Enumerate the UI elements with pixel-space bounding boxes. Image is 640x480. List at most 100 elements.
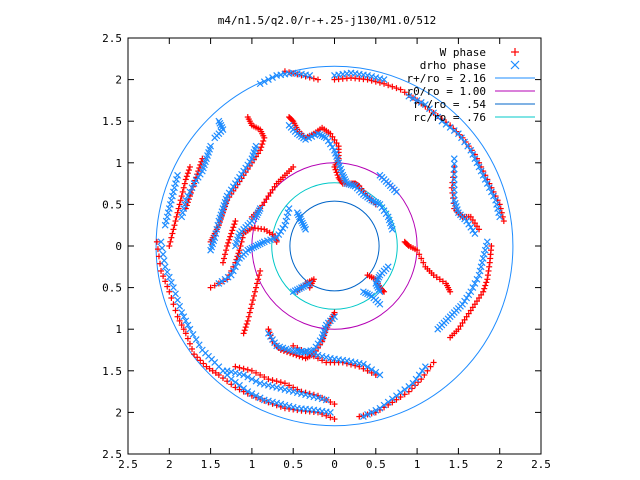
drho-phase-point — [450, 181, 458, 189]
drho-phase-point — [372, 406, 380, 414]
w-phase-point — [314, 76, 321, 83]
w-phase-point — [157, 260, 164, 267]
w-phase-point — [261, 199, 268, 206]
drho-phase-point — [372, 368, 380, 376]
w-phase-point — [251, 288, 258, 295]
drho-phase-point — [306, 349, 314, 357]
drho-phase-point — [409, 94, 417, 102]
w-phase-point — [430, 359, 437, 366]
w-phase-point — [457, 323, 464, 330]
drho-phase-point — [326, 140, 334, 148]
drho-phase-point — [289, 403, 297, 411]
w-phase-point — [196, 165, 203, 171]
y-tick-label: 0.5 — [102, 198, 122, 211]
w-phase-point — [376, 79, 383, 86]
drho-phase-point — [194, 173, 202, 181]
w-phase-point — [439, 278, 446, 285]
drho-phase-point — [186, 188, 194, 196]
drho-phase-point — [473, 275, 481, 283]
w-phase-point — [195, 168, 202, 175]
w-phase-point — [480, 288, 487, 295]
drho-phase-point — [461, 138, 469, 146]
w-phase-point — [259, 202, 266, 209]
drho-phase-point — [269, 336, 276, 344]
drho-phase-point — [380, 207, 388, 215]
w-phase-point — [261, 134, 268, 141]
w-phase-point — [459, 319, 466, 326]
w-phase-point — [426, 106, 433, 113]
drho-phase-point — [318, 395, 326, 403]
drho-phase-point — [368, 196, 376, 204]
drho-phase-point — [471, 155, 479, 163]
drho-phase-point — [364, 72, 371, 79]
drho-phase-point — [180, 205, 188, 212]
drho-phase-point — [450, 127, 458, 134]
w-phase-point — [231, 221, 238, 228]
w-phase-point — [332, 166, 339, 173]
w-phase-point — [257, 371, 264, 378]
drho-phase-point — [182, 196, 190, 204]
w-phase-point — [257, 267, 264, 274]
w-phase-point — [290, 342, 297, 349]
w-phase-point — [227, 233, 234, 240]
w-phase-point — [176, 201, 183, 208]
y-tick-label: 2.5 — [102, 448, 122, 461]
w-phase-point — [258, 144, 265, 151]
w-phase-point — [471, 301, 478, 308]
w-phase-point — [281, 380, 288, 387]
drho-phase-point — [180, 313, 188, 321]
drho-phase-point — [450, 176, 458, 183]
drho-phase-point — [293, 286, 301, 294]
drho-phase-point — [318, 334, 326, 341]
drho-phase-point — [316, 131, 324, 139]
drho-phase-point — [345, 180, 353, 188]
circle-rc-ro-76 — [271, 182, 398, 310]
drho-phase-point — [231, 378, 239, 386]
w-phase-point — [247, 305, 254, 312]
drho-phase-point — [248, 155, 256, 163]
w-phase-point — [420, 259, 427, 266]
w-phase-point — [232, 363, 239, 370]
w-phase-point — [184, 170, 191, 177]
w-phase-point — [153, 238, 160, 245]
w-phase-point — [414, 247, 421, 254]
w-phase-point — [289, 117, 296, 124]
drho-phase-point — [168, 192, 176, 200]
drho-phase-point — [302, 225, 310, 233]
drho-phase-point — [212, 230, 220, 237]
drho-phase-point — [170, 284, 177, 292]
drho-phase-point — [171, 184, 178, 192]
w-phase-point — [236, 247, 243, 254]
w-phase-point — [364, 76, 371, 83]
w-phase-point — [368, 410, 375, 417]
drho-phase-point — [260, 396, 268, 404]
drho-phase-point — [364, 363, 371, 371]
drho-phase-point — [214, 221, 222, 229]
drho-phase-point — [314, 130, 322, 138]
w-phase-point — [500, 218, 507, 225]
drho-phase-point — [282, 217, 290, 225]
drho-phase-point — [493, 200, 501, 208]
w-phase-point — [166, 243, 173, 249]
drho-phase-point — [281, 401, 289, 409]
w-phase-point — [198, 158, 205, 165]
y-tick-label: 2 — [115, 406, 122, 419]
w-phase-point — [215, 371, 222, 378]
w-phase-point — [248, 367, 255, 374]
w-phase-point — [381, 288, 388, 295]
legend-label: drho phase — [420, 59, 486, 72]
w-phase-point — [277, 379, 284, 386]
drho-phase-point — [298, 390, 305, 398]
drho-phase-point — [415, 371, 423, 379]
y-tick-label: 2 — [115, 74, 122, 87]
drho-phase-point — [314, 351, 322, 359]
drho-phase-point — [306, 280, 314, 287]
drho-phase-point — [324, 137, 332, 145]
drho-phase-point — [364, 290, 371, 298]
drho-phase-point — [464, 142, 472, 150]
drho-phase-point — [388, 225, 396, 233]
w-phase-point — [183, 202, 190, 209]
drho-phase-point — [285, 205, 293, 212]
drho-phase-point — [300, 221, 307, 229]
